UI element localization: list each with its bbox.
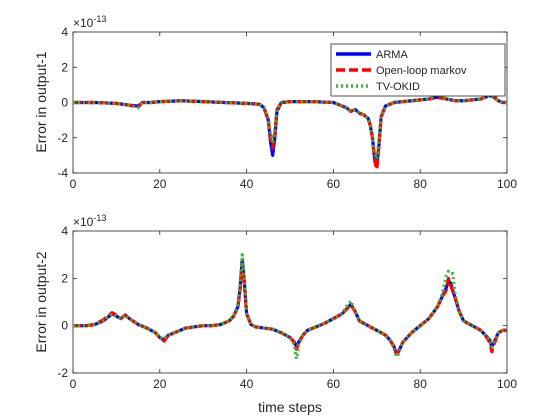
exponent-power: -13	[93, 213, 106, 223]
exponent-power: -13	[93, 14, 106, 24]
legend-label-open-loop-markov: Open-loop markov	[376, 65, 467, 77]
x-tick-label: 100	[497, 377, 517, 391]
exponent-base: ×10	[73, 16, 94, 30]
x-tick-label: 80	[414, 377, 428, 391]
x-tick-label: 40	[240, 377, 254, 391]
y-tick-label: 2	[61, 271, 68, 285]
legend-label-arma: ARMA	[376, 49, 408, 61]
exponent-label: ×10-13	[73, 213, 106, 229]
exponent-label: ×10-13	[73, 14, 106, 30]
y-tick-label: 2	[61, 60, 68, 74]
series-line-tv-okid	[73, 253, 507, 361]
y-tick-label: 4	[61, 224, 68, 238]
x-tick-label: 0	[70, 377, 77, 391]
plot-area	[72, 230, 508, 374]
x-tick-label: 60	[327, 377, 341, 391]
y-tick-label: -2	[57, 131, 68, 145]
series-group	[73, 253, 507, 361]
x-tick-label: 80	[414, 177, 428, 191]
legend-label-tv-okid: TV-OKID	[376, 81, 420, 93]
x-tick-label: 20	[153, 177, 167, 191]
x-tick-label: 60	[327, 177, 341, 191]
x-tick-label: 100	[497, 177, 517, 191]
legend: ARMA Open-loop markov TV-OKID	[330, 43, 506, 97]
y-axis-label: Error in output-2	[33, 251, 49, 352]
y-tick-label: -4	[57, 166, 68, 180]
y-tick-label: 0	[61, 96, 68, 110]
subplot-output-1: 0 20 40 60 80 100 -4 -2 0 2 4 ×10-13 Error in outp…	[33, 14, 517, 191]
x-axis-label: time steps	[258, 399, 322, 415]
series-group	[73, 86, 507, 172]
y-tick-label: 0	[61, 319, 68, 333]
x-tick-label: 20	[153, 377, 167, 391]
y-tick-label: -2	[57, 366, 68, 380]
axis-ticks: 0 20 40 60 80 100 -4 -2 0 2 4	[57, 25, 517, 191]
exponent-base: ×10	[73, 215, 94, 229]
y-tick-label: 4	[61, 25, 68, 39]
x-tick-label: 0	[70, 177, 77, 191]
y-axis-label: Error in output-1	[33, 51, 49, 152]
x-tick-label: 40	[240, 177, 254, 191]
